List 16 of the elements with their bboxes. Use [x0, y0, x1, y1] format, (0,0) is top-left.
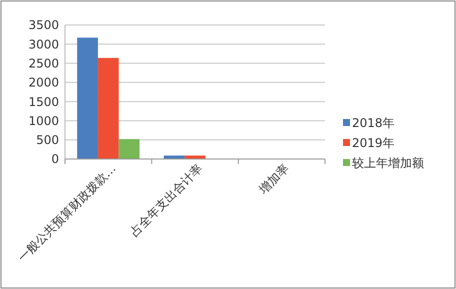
y-tick-label: 3500	[28, 18, 59, 32]
x-tick-label: 增加率	[256, 161, 292, 198]
y-tick-label: 500	[36, 133, 59, 148]
legend-label: 2019年	[352, 136, 395, 150]
bar	[98, 58, 119, 159]
legend-label: 2018年	[352, 116, 395, 130]
y-tick-label: 2000	[28, 76, 59, 90]
bar	[118, 139, 140, 159]
y-tick-label: 0	[51, 152, 59, 166]
bar	[77, 38, 98, 159]
y-tick-label: 1500	[28, 94, 59, 109]
legend-label: 较上年增加额	[352, 156, 424, 170]
y-tick-label: 2500	[28, 56, 59, 70]
y-tick-label: 1000	[28, 114, 59, 128]
x-tick-label: 占全年支出合计率	[127, 161, 206, 240]
y-tick-label: 3000	[28, 37, 59, 52]
